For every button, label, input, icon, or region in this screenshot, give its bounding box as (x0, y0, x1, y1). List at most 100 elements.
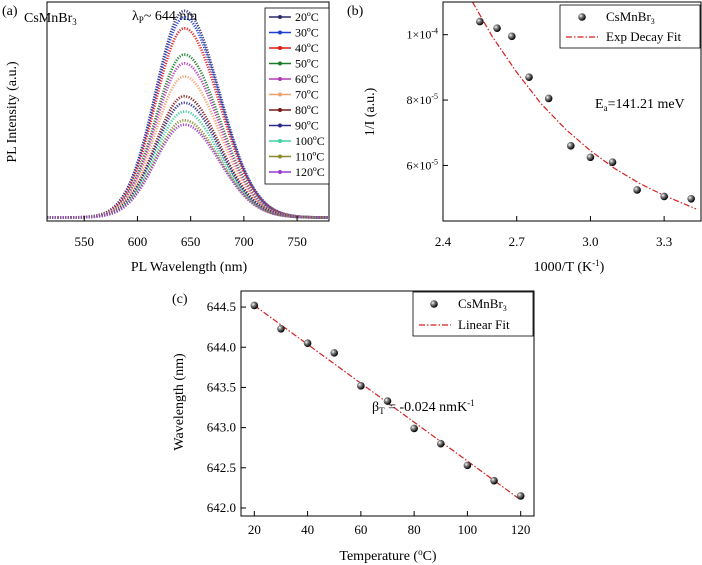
a-legend-label: 110ºC (295, 150, 324, 164)
c-x-tick-label: 80 (408, 522, 421, 537)
panel-c-frame (240, 290, 535, 517)
c-x-tick-label: 100 (458, 522, 478, 537)
a-legend-label: 20ºC (295, 10, 319, 24)
b-plot (471, 1, 697, 210)
c-data-point (277, 324, 285, 333)
panel-c-legend-box (412, 291, 534, 337)
c-x-tick-label: 60 (354, 522, 367, 537)
a-legend-marker (278, 61, 282, 66)
a-legend-marker (278, 92, 282, 97)
c-data-point (303, 339, 312, 348)
b-data-point (687, 194, 695, 203)
c-data-point (516, 492, 525, 500)
a-legend-label: 70ºC (295, 88, 319, 102)
a-legend-label: 50ºC (295, 57, 319, 71)
c-data-point (463, 461, 472, 470)
panel-c-legend-sample: CsMnBr3 (458, 296, 507, 313)
panel-b-legend-box (559, 4, 701, 49)
a-legend-label: 80ºC (295, 103, 319, 117)
panel-c-beta-annotation: βT = -0.024 nmK-1 (372, 398, 475, 416)
b-data-point (566, 142, 575, 150)
panel-a-label: (a) (2, 4, 18, 19)
c-y-tick-label: 642.0 (207, 500, 236, 515)
a-x-tick-label: 650 (181, 234, 201, 249)
b-data-point (633, 186, 641, 194)
a-legend-marker (278, 46, 282, 50)
panel-c-peak-shift: (c) 20 40 60 80 100 120 642.0 642.5 643.0 643.5 64… (172, 290, 535, 564)
b-data-point (608, 158, 617, 166)
b-y-tick-label: 8×10-5 (407, 92, 438, 107)
a-legend-marker (278, 77, 282, 81)
c-data-point (436, 439, 445, 448)
panel-b-frame (442, 1, 702, 222)
a-x-tick-label: 750 (287, 234, 307, 249)
b-data-point (544, 94, 553, 103)
a-legend-label: 100ºC (295, 134, 325, 148)
panel-c-label: (c) (172, 292, 188, 307)
c-x-tick-label: 40 (301, 522, 314, 537)
panel-c-y-label: Wavelength (nm) (172, 353, 187, 451)
panel-a-sample-title: CsMnBr3 (24, 11, 77, 27)
panel-c-legend-marker (430, 300, 438, 308)
panel-c-x-label: Temperature (oC) (339, 547, 437, 564)
b-data-point (493, 24, 501, 32)
c-y-tick-label: 644.0 (207, 339, 236, 354)
panel-a-legend-box (264, 7, 330, 185)
panel-b-legend-marker (578, 13, 586, 21)
a-legend-label: 90ºC (295, 119, 319, 133)
a-series-curve (47, 123, 328, 219)
b-data-point (525, 73, 533, 81)
panel-b-inverse-intensity: (b) 2.4 2.7 3.0 3.3 6×10-5 8×10-5 1×10-4 1000/… (347, 1, 702, 275)
c-y-tick-label: 644.5 (207, 299, 236, 314)
b-axes: 2.4 2.7 3.0 3.3 6×10-5 8×10-5 1×10-4 (407, 27, 673, 249)
a-legend-marker (278, 108, 282, 112)
a-legend-marker (278, 170, 282, 174)
b-x-tick-label: 3.0 (582, 234, 598, 249)
b-data-point (660, 192, 668, 201)
b-y-tick-label: 6×10-5 (407, 157, 438, 172)
panel-a-peak-annotation: λP~ 644 nm (132, 9, 197, 25)
a-legend-label: 40ºC (295, 41, 319, 55)
panel-a-y-label: PL Intensity (a.u.) (5, 61, 20, 163)
a-legend-marker (278, 15, 282, 19)
a-legend-label: 60ºC (295, 72, 319, 86)
a-legend-marker (278, 139, 282, 143)
a-x-axis: 550 600 650 700 750 (74, 216, 307, 249)
a-x-tick-label: 700 (234, 234, 254, 249)
a-x-tick-label: 600 (128, 234, 148, 249)
b-data-point (586, 153, 595, 162)
a-legend-marker (278, 30, 282, 35)
c-axes: 20 40 60 80 100 120 642.0 642.5 643.0 643.5 644.0 6… (207, 299, 531, 537)
b-x-tick-label: 2.7 (509, 234, 526, 249)
a-legend-label: 30ºC (295, 26, 319, 40)
b-y-tick-label: 1×10-4 (407, 27, 438, 42)
c-data-point (330, 349, 339, 357)
a-legend-label: 120ºC (295, 165, 325, 179)
c-y-tick-label: 642.5 (207, 460, 236, 475)
c-data-point (250, 301, 259, 310)
b-x-tick-label: 3.3 (656, 234, 672, 249)
c-y-tick-label: 643.5 (207, 379, 236, 394)
panel-b-y-label: 1/I (a.u.) (363, 87, 378, 136)
panel-b-legend-fit: Exp Decay Fit (606, 29, 681, 44)
c-data-point (490, 476, 498, 485)
c-data-point (357, 382, 365, 390)
c-x-tick-label: 120 (511, 522, 531, 537)
panel-b-ea-annotation: Ea=141.21 meV (595, 97, 685, 113)
b-data-point (508, 32, 516, 41)
c-x-tick-label: 20 (248, 522, 261, 537)
c-data-point (383, 397, 392, 405)
a-legend-marker (278, 154, 282, 159)
panel-b-legend-sample: CsMnBr3 (606, 9, 655, 26)
a-legend-marker (278, 123, 282, 128)
b-fit-curve (471, 1, 697, 210)
panel-c-legend-fit: Linear Fit (458, 317, 510, 332)
a-x-tick-label: 550 (74, 234, 94, 249)
c-y-tick-label: 643.0 (207, 420, 236, 435)
panel-a-x-label: PL Wavelength (nm) (131, 260, 248, 275)
panel-b-x-label: 1000/T (K-1) (534, 258, 605, 275)
b-x-tick-label: 2.4 (435, 234, 452, 249)
b-data-point (476, 17, 484, 26)
